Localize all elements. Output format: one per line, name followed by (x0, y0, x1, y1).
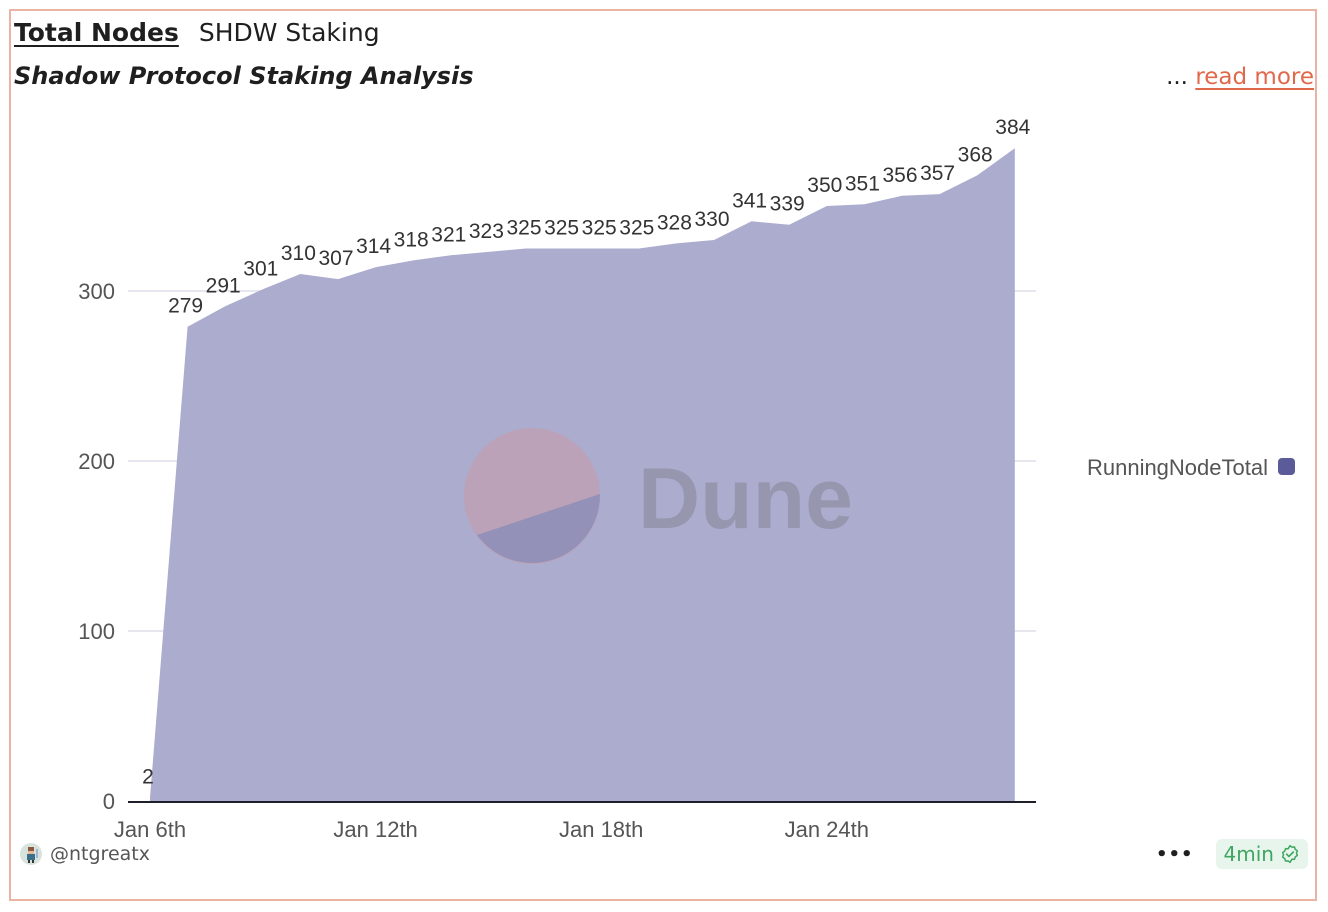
dune-watermark: Dune (464, 428, 853, 564)
data-label: 325 (619, 217, 654, 240)
data-label: 384 (995, 116, 1030, 139)
y-tick-label: 200 (78, 449, 115, 474)
chart-subtitle: Shadow Protocol Staking Analysis (14, 62, 474, 90)
data-label: 2 (142, 766, 154, 789)
data-label: 291 (206, 274, 241, 297)
data-label: 325 (506, 217, 541, 240)
x-tick-label: Jan 12th (333, 817, 417, 842)
data-label: 368 (958, 143, 993, 166)
y-tick-label: 100 (78, 619, 115, 644)
data-label: 350 (807, 174, 842, 197)
chart-title-link[interactable]: Total Nodes (14, 18, 179, 47)
dashboard-name: SHDW Staking (198, 18, 380, 47)
data-label: 328 (657, 211, 692, 234)
author-info[interactable]: @ntgreatx (20, 843, 150, 865)
y-tick-label: 300 (78, 279, 115, 304)
x-tick-label: Jan 18th (559, 817, 643, 842)
data-label: 318 (394, 228, 429, 251)
refresh-age: 4min (1223, 842, 1274, 866)
footer-actions: ••• 4min (1156, 839, 1308, 869)
data-label: 357 (920, 162, 955, 185)
refresh-badge[interactable]: 4min (1215, 839, 1308, 869)
data-label: 323 (469, 220, 504, 243)
x-tick-label: Jan 24th (785, 817, 869, 842)
y-tick-label: 0 (103, 789, 115, 814)
data-label: 356 (882, 164, 917, 187)
data-label: 325 (582, 217, 617, 240)
ellipsis: ... (1166, 64, 1188, 90)
legend-swatch (1278, 458, 1295, 475)
data-label: 307 (318, 247, 353, 270)
data-label: 339 (770, 193, 805, 216)
avatar (20, 843, 42, 865)
dune-watermark-text: Dune (638, 451, 853, 547)
read-more-container: ... read more (1166, 64, 1314, 90)
data-label: 321 (431, 223, 466, 246)
data-label: 314 (356, 235, 391, 258)
data-label: 341 (732, 189, 767, 212)
axes: Jan 6th Jan 12th Jan 18th Jan 24th (114, 801, 1036, 842)
data-label: 330 (694, 208, 729, 231)
legend[interactable]: RunningNodeTotal (1087, 455, 1295, 480)
title-row: Total Nodes SHDW Staking (14, 18, 380, 47)
data-label: 325 (544, 217, 579, 240)
more-horizontal-icon[interactable]: ••• (1156, 843, 1194, 865)
read-more-link[interactable]: read more (1195, 64, 1314, 90)
x-tick-label: Jan 6th (114, 817, 186, 842)
legend-label[interactable]: RunningNodeTotal (1087, 455, 1268, 480)
data-label: 351 (845, 172, 880, 195)
data-label: 301 (243, 257, 278, 280)
data-label: 279 (168, 295, 203, 318)
data-label: 310 (281, 242, 316, 265)
avatar-icon (27, 847, 38, 863)
verified-check-icon (1281, 844, 1299, 864)
author-handle: @ntgreatx (50, 843, 150, 865)
